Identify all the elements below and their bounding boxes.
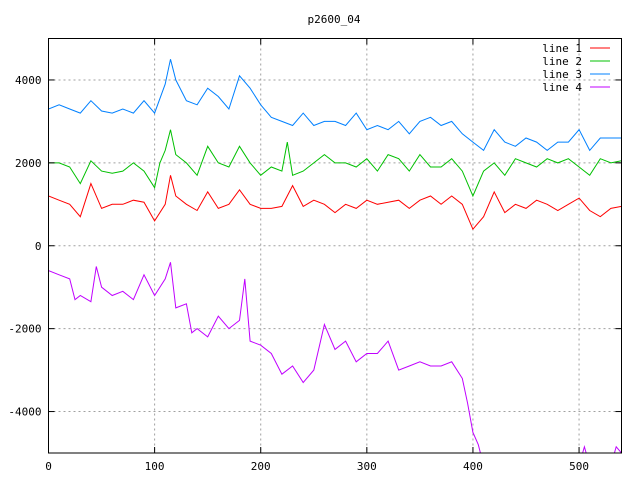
series-group	[48, 59, 622, 453]
y-tick-label: 4000	[15, 74, 42, 87]
x-tick-label: 200	[251, 460, 271, 473]
y-tick-label: -2000	[8, 323, 41, 336]
x-tick-label: 500	[569, 460, 589, 473]
ticks: -4000 -2000 0 2000 4000 0 100 200 300 400 500	[8, 38, 622, 473]
grid	[48, 38, 622, 453]
legend-label: line 2	[542, 55, 582, 68]
x-tick-label: 0	[45, 460, 52, 473]
chart-title: p2600_04	[308, 13, 361, 26]
y-tick-label: -4000	[8, 406, 41, 419]
series-line-4	[48, 262, 622, 453]
legend-label: line 1	[542, 42, 582, 55]
x-tick-label: 400	[463, 460, 483, 473]
series-line-3	[48, 59, 622, 152]
legend-label: line 3	[542, 68, 582, 81]
y-tick-label: 0	[35, 240, 42, 253]
series-line-2	[48, 129, 622, 198]
legend-label: line 4	[542, 81, 582, 94]
x-tick-label: 300	[357, 460, 377, 473]
series-line-1	[48, 175, 622, 231]
x-tick-label: 100	[145, 460, 165, 473]
y-tick-label: 2000	[15, 157, 42, 170]
